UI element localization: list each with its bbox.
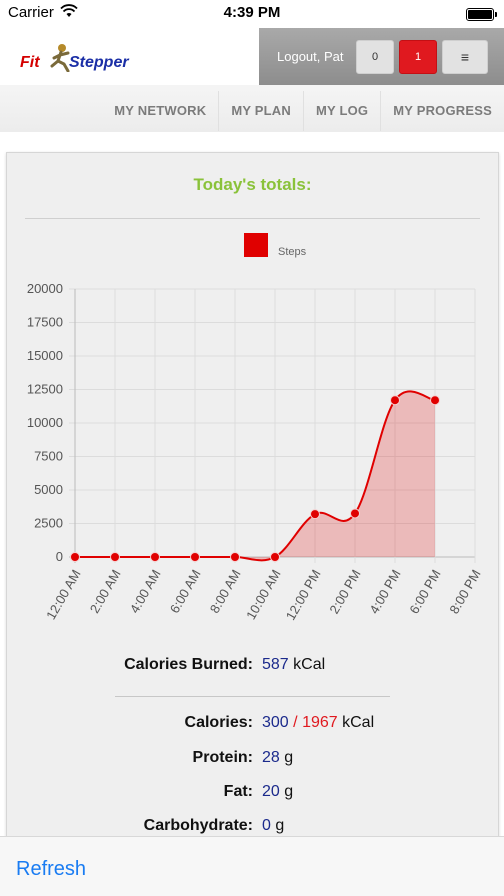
- fat-value: 20: [262, 783, 280, 800]
- x-tick-label: 10:00 AM: [243, 567, 283, 622]
- data-point: [310, 509, 320, 520]
- app-header: Fit Stepper Logout, Pat 0 1 ≡ MY NETWORK…: [0, 28, 504, 132]
- x-tick-label: 2:00 AM: [87, 567, 124, 616]
- carbohydrate-label: Carbohydrate:: [143, 817, 253, 834]
- data-point: [150, 552, 160, 562]
- x-tick-label: 6:00 PM: [406, 567, 443, 616]
- nav-my-log[interactable]: MY LOG: [302, 91, 380, 131]
- data-point: [350, 508, 360, 519]
- y-tick-label: 17500: [27, 315, 63, 330]
- status-bar: Carrier 4:39 PM: [0, 0, 504, 28]
- carbohydrate-unit: g: [275, 817, 285, 834]
- brand-fit: Fit: [20, 54, 40, 71]
- data-point: [230, 552, 240, 562]
- clock: 4:39 PM: [223, 4, 281, 21]
- x-tick-label: 12:00 PM: [283, 567, 324, 623]
- wifi-icon: [60, 4, 78, 17]
- carrier-label: Carrier: [8, 4, 54, 21]
- main-nav: MY NETWORK MY PLAN MY LOG MY PROGRESS: [102, 91, 504, 131]
- y-tick-label: 15000: [27, 348, 63, 363]
- data-point: [190, 552, 200, 562]
- y-tick-label: 5000: [34, 482, 63, 497]
- legend-label: Steps: [278, 246, 307, 258]
- legend-swatch: [244, 233, 268, 257]
- nav-my-network[interactable]: MY NETWORK: [114, 103, 207, 118]
- calories-burned-value: 587: [262, 656, 289, 673]
- y-tick-label: 2500: [34, 516, 63, 531]
- nav-my-plan[interactable]: MY PLAN: [218, 91, 303, 131]
- calories-label: Calories:: [184, 714, 253, 731]
- series-line: [75, 390, 436, 562]
- card-title: Today's totals:: [193, 175, 312, 194]
- protein-unit: g: [284, 749, 294, 766]
- x-tick-label: 12:00 AM: [43, 567, 83, 622]
- protein-value: 28: [262, 749, 280, 766]
- menu-button[interactable]: ≡: [442, 40, 488, 74]
- calories-separator: /: [293, 714, 298, 731]
- series-area: [75, 391, 435, 561]
- fat-row: Fat: 20 g: [7, 783, 500, 805]
- x-tick-label: 2:00 PM: [326, 567, 363, 616]
- protein-row: Protein: 28 g: [7, 749, 500, 771]
- hamburger-icon: ≡: [460, 49, 470, 65]
- stats-divider: [115, 696, 390, 697]
- protein-label: Protein:: [192, 749, 253, 766]
- data-point: [390, 395, 400, 406]
- battery-icon: [466, 8, 497, 21]
- data-point: [430, 395, 440, 406]
- data-point: [70, 552, 80, 562]
- y-tick-label: 7500: [34, 449, 63, 464]
- notifications-button[interactable]: 1: [399, 40, 437, 74]
- data-point: [270, 552, 280, 562]
- nav-my-progress[interactable]: MY PROGRESS: [380, 91, 504, 131]
- calories-burned-label: Calories Burned:: [124, 656, 253, 673]
- x-tick-label: 4:00 AM: [127, 567, 164, 616]
- logout-link[interactable]: Logout, Pat: [277, 49, 344, 64]
- calories-row: Calories: 300 / 1967 kCal: [7, 714, 500, 736]
- calories-burned-unit: kCal: [293, 656, 326, 673]
- brand-logo[interactable]: Fit Stepper: [0, 28, 259, 85]
- calories-burned-row: Calories Burned: 587 kCal: [7, 656, 500, 678]
- steps-chart: 0 2500 5000 7500 10000 12500 15000 17500 20000 12…: [27, 281, 484, 623]
- x-tick-label: 4:00 PM: [366, 567, 403, 616]
- bottom-toolbar: Refresh: [0, 836, 504, 896]
- refresh-button[interactable]: Refresh: [16, 858, 87, 880]
- x-tick-label: 6:00 AM: [167, 567, 204, 616]
- brand-stepper: Stepper: [69, 54, 129, 71]
- runner-icon: [50, 44, 70, 72]
- x-tick-label: 8:00 AM: [207, 567, 244, 616]
- totals-card: Today's totals: Steps 0 2500 5000 7500 10000…: [6, 152, 499, 852]
- fat-unit: g: [284, 783, 294, 800]
- carbohydrate-value: 0: [262, 817, 271, 834]
- fat-label: Fat:: [223, 783, 253, 800]
- divider: [25, 218, 480, 219]
- data-point: [110, 552, 120, 562]
- y-tick-label: 10000: [27, 415, 63, 430]
- carbohydrate-row: Carbohydrate: 0 g: [7, 817, 500, 839]
- calories-target: 1967: [302, 714, 338, 731]
- y-tick-label: 12500: [27, 382, 63, 397]
- messages-button[interactable]: 0: [356, 40, 394, 74]
- account-bar: Logout, Pat 0 1 ≡: [259, 28, 504, 85]
- y-tick-label: 0: [56, 549, 63, 564]
- calories-value: 300: [262, 714, 289, 731]
- y-tick-label: 20000: [27, 281, 63, 296]
- x-tick-label: 8:00 PM: [446, 567, 483, 616]
- calories-unit: kCal: [342, 714, 375, 731]
